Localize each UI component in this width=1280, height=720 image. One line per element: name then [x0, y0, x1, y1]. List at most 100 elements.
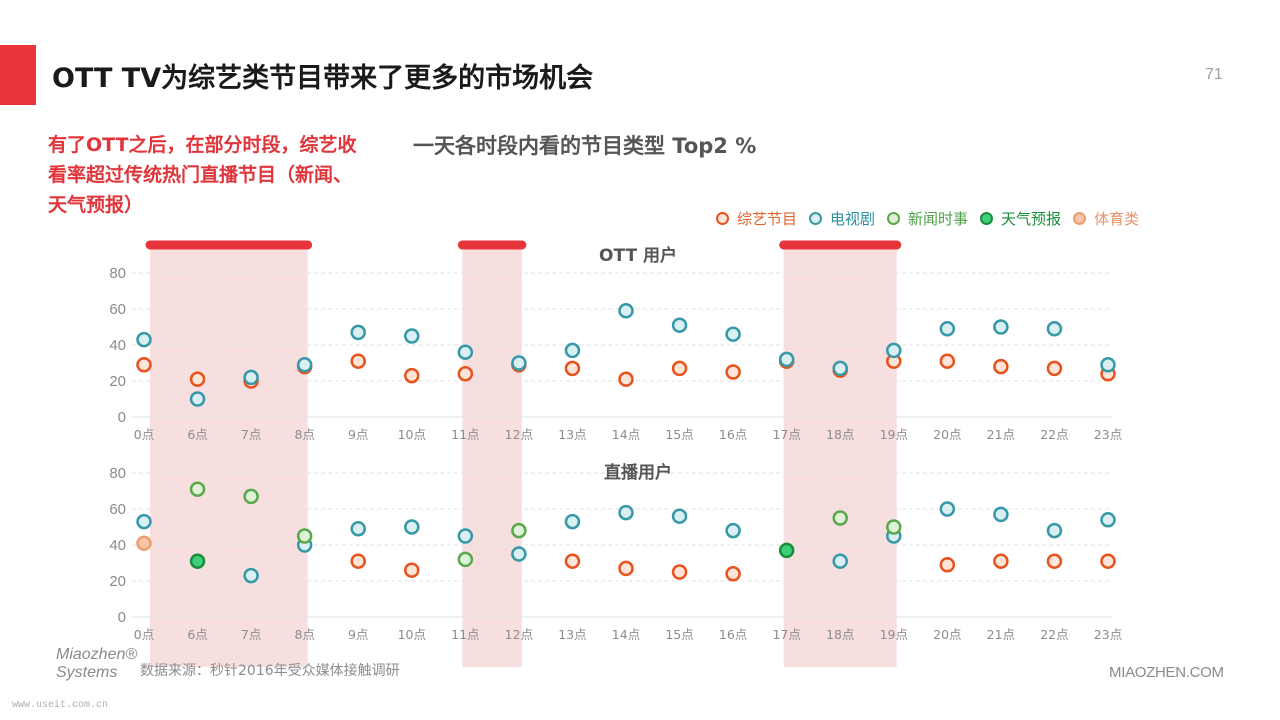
panel-title: 直播用户 — [604, 462, 672, 483]
panel-title: OTT 用户 — [599, 245, 677, 266]
data-point — [832, 510, 848, 526]
y-tick-label: 20 — [109, 573, 126, 590]
data-point — [939, 501, 956, 517]
miaozhen-logo: Miaozhen® Systems — [56, 646, 137, 682]
data-point — [404, 328, 420, 344]
data-point — [1100, 512, 1116, 528]
data-point — [725, 326, 741, 342]
x-tick-label: 23点 — [1094, 627, 1122, 642]
x-tick-label: 20点 — [933, 427, 961, 442]
y-tick-label: 60 — [109, 301, 126, 318]
data-point — [725, 522, 741, 539]
data-point — [457, 551, 474, 568]
title-accent-bar — [0, 45, 36, 105]
brand-url: MIAOZHEN.COM — [1109, 664, 1224, 681]
x-tick-label: 21点 — [987, 427, 1015, 442]
x-tick-label: 17点 — [772, 627, 800, 642]
y-tick-label: 20 — [109, 373, 126, 390]
data-point — [511, 546, 527, 562]
y-tick-label: 0 — [118, 409, 126, 426]
x-tick-label: 13点 — [558, 627, 586, 642]
legend-item-weather: 天气预报 — [980, 208, 1061, 229]
x-tick-label: 6点 — [187, 427, 207, 442]
y-tick-label: 60 — [109, 501, 126, 518]
page-title: OTT TV为综艺类节目带来了更多的市场机会 — [52, 63, 594, 94]
x-tick-label: 14点 — [612, 627, 640, 642]
x-tick-label: 11点 — [451, 627, 479, 642]
x-tick-label: 0点 — [134, 627, 154, 642]
legend-item-news: 新闻时事 — [887, 208, 968, 229]
data-point — [993, 358, 1009, 375]
y-tick-label: 40 — [109, 537, 126, 554]
data-point — [1046, 321, 1063, 337]
data-point — [350, 521, 366, 537]
data-point — [939, 353, 956, 369]
data-point — [618, 504, 634, 521]
data-point — [189, 391, 206, 407]
x-tick-label: 8点 — [294, 627, 314, 642]
x-tick-label: 20点 — [933, 627, 961, 642]
x-tick-label: 14点 — [612, 427, 640, 442]
data-point — [296, 357, 313, 373]
x-tick-label: 8点 — [294, 427, 314, 442]
data-point — [725, 364, 741, 380]
data-point — [564, 553, 581, 569]
watermark: www.useit.com.cn — [12, 700, 109, 711]
data-point — [778, 542, 795, 559]
callout-text: 有了OTT之后，在部分时段，综艺收看率超过传统热门直播节目（新闻、天气预报） — [48, 134, 357, 216]
data-point — [618, 371, 634, 387]
data-point — [671, 360, 688, 377]
x-tick-label: 10点 — [398, 627, 426, 642]
legend-item-sports: 体育类 — [1073, 208, 1139, 229]
x-tick-label: 7点 — [241, 627, 261, 642]
x-tick-label: 13点 — [558, 427, 586, 442]
data-point — [993, 506, 1009, 523]
x-tick-label: 23点 — [1094, 427, 1122, 442]
data-point — [136, 357, 152, 373]
legend-dot — [1073, 212, 1087, 225]
data-point — [618, 303, 634, 319]
data-point — [618, 560, 634, 577]
legend-label: 体育类 — [1094, 210, 1140, 228]
data-point — [136, 331, 152, 348]
logo-line-1: Miaozhen® — [56, 646, 138, 663]
data-point — [404, 562, 420, 578]
x-tick-label: 16点 — [719, 427, 747, 442]
legend-label: 天气预报 — [1001, 210, 1062, 228]
x-tick-label: 21点 — [987, 627, 1015, 642]
data-point — [189, 553, 206, 569]
x-tick-label: 18点 — [826, 427, 854, 442]
legend-label: 新闻时事 — [908, 210, 969, 228]
legend-item-variety: 综艺节目 — [716, 208, 797, 229]
data-point — [564, 513, 581, 530]
data-point — [832, 553, 848, 569]
x-tick-label: 22点 — [1040, 427, 1068, 442]
data-point — [243, 488, 259, 505]
data-point — [404, 519, 420, 535]
data-point — [457, 366, 474, 382]
highlight-band — [462, 246, 522, 667]
data-point — [189, 481, 206, 497]
legend-label: 综艺节目 — [737, 210, 798, 228]
x-tick-label: 17点 — [772, 427, 800, 442]
data-point — [511, 522, 527, 539]
x-tick-label: 15点 — [665, 427, 693, 442]
x-tick-label: 7点 — [241, 427, 261, 442]
legend-item-drama: 电视剧 — [809, 208, 875, 229]
data-point — [296, 528, 313, 544]
x-tick-label: 11点 — [451, 427, 479, 442]
data-point — [1046, 522, 1063, 539]
x-tick-label: 15点 — [665, 627, 693, 642]
data-point — [939, 321, 956, 337]
x-tick-label: 9点 — [348, 627, 368, 642]
data-point — [457, 344, 474, 360]
x-tick-label: 9点 — [348, 427, 368, 442]
data-point — [1100, 357, 1116, 373]
highlight-band — [150, 246, 308, 667]
logo-line-2: Systems — [56, 664, 118, 681]
chart-title: 一天各时段内看的节目类型 Top2 % — [413, 134, 757, 158]
data-point — [993, 319, 1009, 335]
legend: 综艺节目 电视剧 新闻时事 天气预报 体育类 — [716, 208, 1139, 229]
data-point — [350, 553, 366, 569]
